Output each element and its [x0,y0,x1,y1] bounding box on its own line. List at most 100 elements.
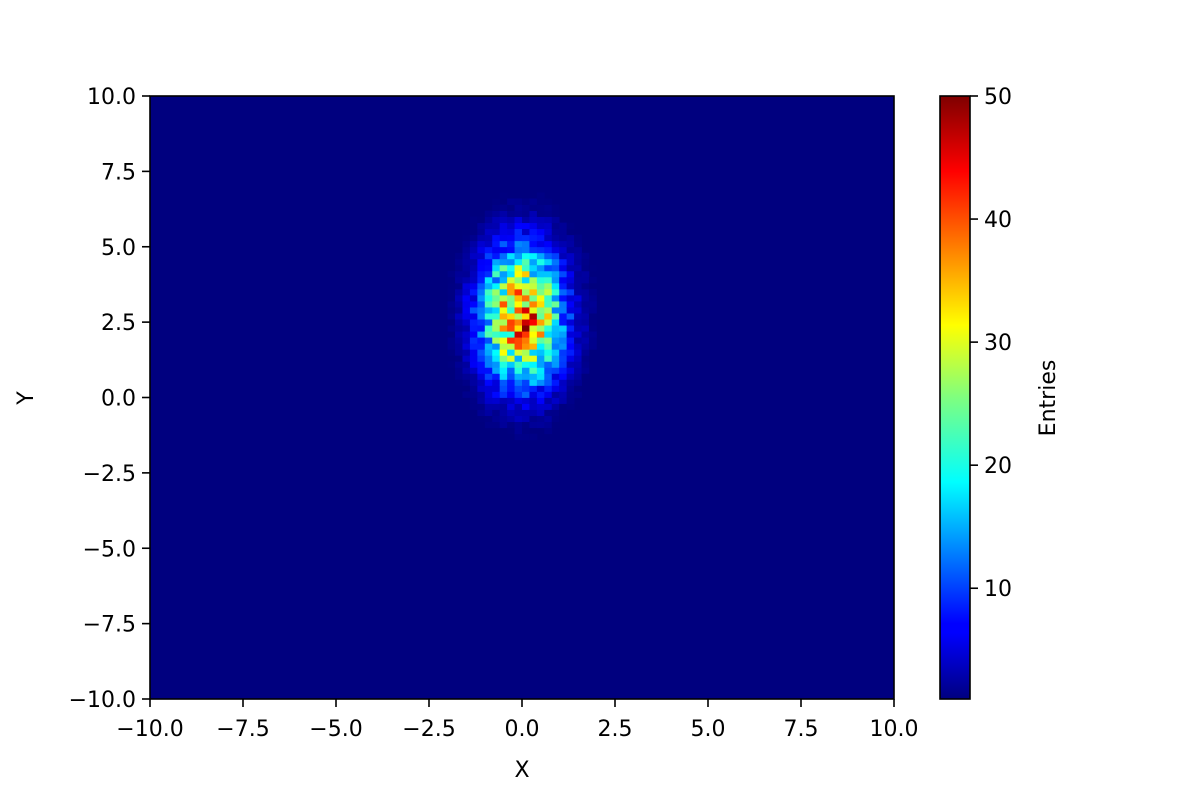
heatmap-cell [514,403,523,410]
heatmap-cell [507,276,515,284]
heatmap-cell [484,240,493,248]
heatmap-cell [559,349,568,356]
heatmap-cell [477,415,486,423]
heatmap-cell [536,258,545,266]
heatmap-cell [514,313,523,320]
colorbar-tick-label: 20 [984,454,1012,479]
heatmap-cell [544,234,553,242]
heatmap-cell [536,282,545,290]
heatmap-cell [469,379,478,386]
heatmap-cell [566,403,575,410]
heatmap-cell [514,222,523,230]
heatmap-cell [551,385,560,392]
heatmap-cell [514,294,523,302]
heatmap-cell [484,361,493,368]
heatmap-cell [529,343,538,350]
colorbar: 10 20 30 40 50 Entries [939,85,1061,700]
heatmap-cell [522,349,530,356]
heatmap-cell [492,349,501,356]
heatmap-cell [492,355,501,362]
heatmap-cell [544,385,553,392]
heatmap-cell [484,282,493,290]
heatmap-cell [477,258,486,266]
heatmap-cell [469,222,478,230]
heatmap-cell [469,343,478,350]
heatmap-cell [536,264,545,272]
heatmap-cell [588,294,597,302]
heatmap-cell [514,367,523,374]
heatmap-cell [529,349,538,356]
heatmap-cell [507,294,515,302]
heatmap-cell [484,421,493,429]
heatmap-cell [492,397,501,404]
heatmap-cell [522,343,530,350]
heatmap-cell [551,343,560,350]
heatmap-cell [499,337,508,344]
heatmap-cell [507,427,515,435]
heatmap-cell [566,379,575,386]
heatmap-cell [477,282,486,290]
heatmap-cell [559,379,568,386]
heatmap-cell [514,301,523,308]
heatmap-cell [529,240,538,248]
heatmap-cell [522,301,530,308]
x-tick-label: 10.0 [870,717,919,742]
heatmap-cell [536,240,545,248]
heatmap-cell [499,210,508,217]
heatmap-cell [574,331,582,338]
heatmap-cell [447,276,456,284]
heatmap-cell [581,282,590,290]
heatmap-cell [559,276,568,284]
heatmap-cell [462,288,471,296]
heatmap-cell [447,331,456,338]
heatmap-cell [477,246,486,254]
heatmap-cell [574,301,582,308]
x-tick-label: −10.0 [116,717,183,742]
heatmap-cell [581,270,590,278]
heatmap-cell [507,397,515,404]
heatmap-cell [507,421,515,429]
heatmap-cell [514,427,523,435]
heatmap-cell [484,343,493,350]
x-axis-label: X [514,758,529,783]
heatmap-cell [566,252,575,260]
heatmap-cell [507,307,515,314]
heatmap-cell [559,222,568,230]
heatmap-cell [507,198,515,205]
heatmap-cell [544,288,553,296]
heatmap-cell [455,337,463,344]
heatmap-cell [559,337,568,344]
heatmap-cell [536,210,545,217]
heatmap-cell [492,234,501,242]
heatmap-cell [477,228,486,236]
heatmap-cell [514,343,523,350]
heatmap-cell [514,361,523,368]
heatmap-cell [469,288,478,296]
heatmap-cell [522,282,530,290]
heatmap-cell [469,373,478,380]
heatmap-cell [566,246,575,254]
heatmap-cell [499,252,508,260]
heatmap-cell [477,288,486,296]
heatmap-cell [455,313,463,320]
heatmap-cell [581,301,590,308]
heatmap-cell [455,331,463,338]
heatmap-cell [544,355,553,362]
x-axis: −10.0 −7.5 −5.0 −2.5 0.0 2.5 5.0 7.5 10.0 [116,699,918,742]
heatmap-cell [492,258,501,266]
heatmap-cell [551,391,560,398]
heatmap-cell [529,228,538,236]
heatmap-cell [514,307,523,314]
heatmap-cell [544,319,553,326]
heatmap-cell [469,355,478,362]
heatmap-cell [522,222,530,230]
heatmap-cell [522,427,530,435]
heatmap-cell [551,355,560,362]
heatmap-cell [581,264,590,272]
heatmap-cell [507,240,515,248]
y-tick-label: 7.5 [101,160,136,185]
heatmap-cell [522,234,530,242]
heatmap-cell [536,379,545,386]
heatmap-cell [588,301,597,308]
heatmap-cell [514,325,523,332]
